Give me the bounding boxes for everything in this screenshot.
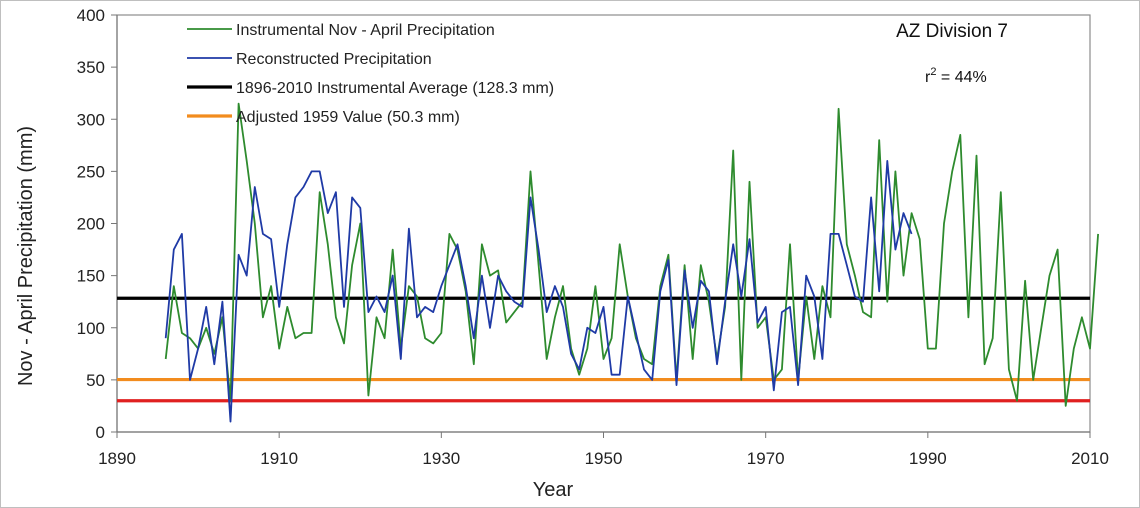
x-tick-label: 1990	[909, 449, 947, 468]
division-annotation: AZ Division 7	[896, 21, 1008, 42]
r2-suffix: = 44%	[936, 69, 986, 86]
r2-prefix: r	[925, 69, 931, 86]
y-tick-label: 300	[77, 110, 105, 129]
x-tick-label: 1890	[98, 449, 136, 468]
x-axis-title: Year	[533, 479, 574, 501]
legend-reconstructed-label: Reconstructed Precipitation	[236, 51, 432, 68]
r-squared-annotation: r2 = 44%	[925, 66, 987, 86]
axes: 0 50 100 150 200 250 300 350 400 1890 1910 1930 1950…	[77, 6, 1109, 468]
legend: Instrumental Nov - April Precipitation Re…	[187, 22, 554, 126]
r2-superscript: 2	[930, 66, 936, 78]
instrumental-series-line	[164, 102, 1099, 407]
x-tick-label: 1910	[260, 449, 298, 468]
x-tick-label: 1930	[422, 449, 460, 468]
x-tick-label: 2010	[1071, 449, 1109, 468]
y-tick-label: 100	[77, 319, 105, 338]
y-tick-label: 50	[86, 371, 105, 390]
y-tick-label: 200	[77, 215, 105, 234]
y-tick-label: 0	[96, 423, 105, 442]
legend-adjusted-1959-label: Adjusted 1959 Value (50.3 mm)	[236, 109, 460, 126]
y-tick-label: 400	[77, 6, 105, 25]
legend-average-label: 1896-2010 Instrumental Average (128.3 mm…	[236, 80, 554, 97]
x-tick-label: 1950	[585, 449, 623, 468]
y-tick-label: 250	[77, 162, 105, 181]
y-axis-title: Nov - April Precipitation (mm)	[15, 126, 37, 386]
series-lines	[164, 102, 1099, 423]
reconstructed-series-line	[164, 159, 913, 423]
x-tick-label: 1970	[747, 449, 785, 468]
y-tick-label: 150	[77, 267, 105, 286]
reference-lines	[117, 296, 1090, 403]
legend-instrumental-label: Instrumental Nov - April Precipitation	[236, 22, 495, 39]
y-tick-label: 350	[77, 58, 105, 77]
